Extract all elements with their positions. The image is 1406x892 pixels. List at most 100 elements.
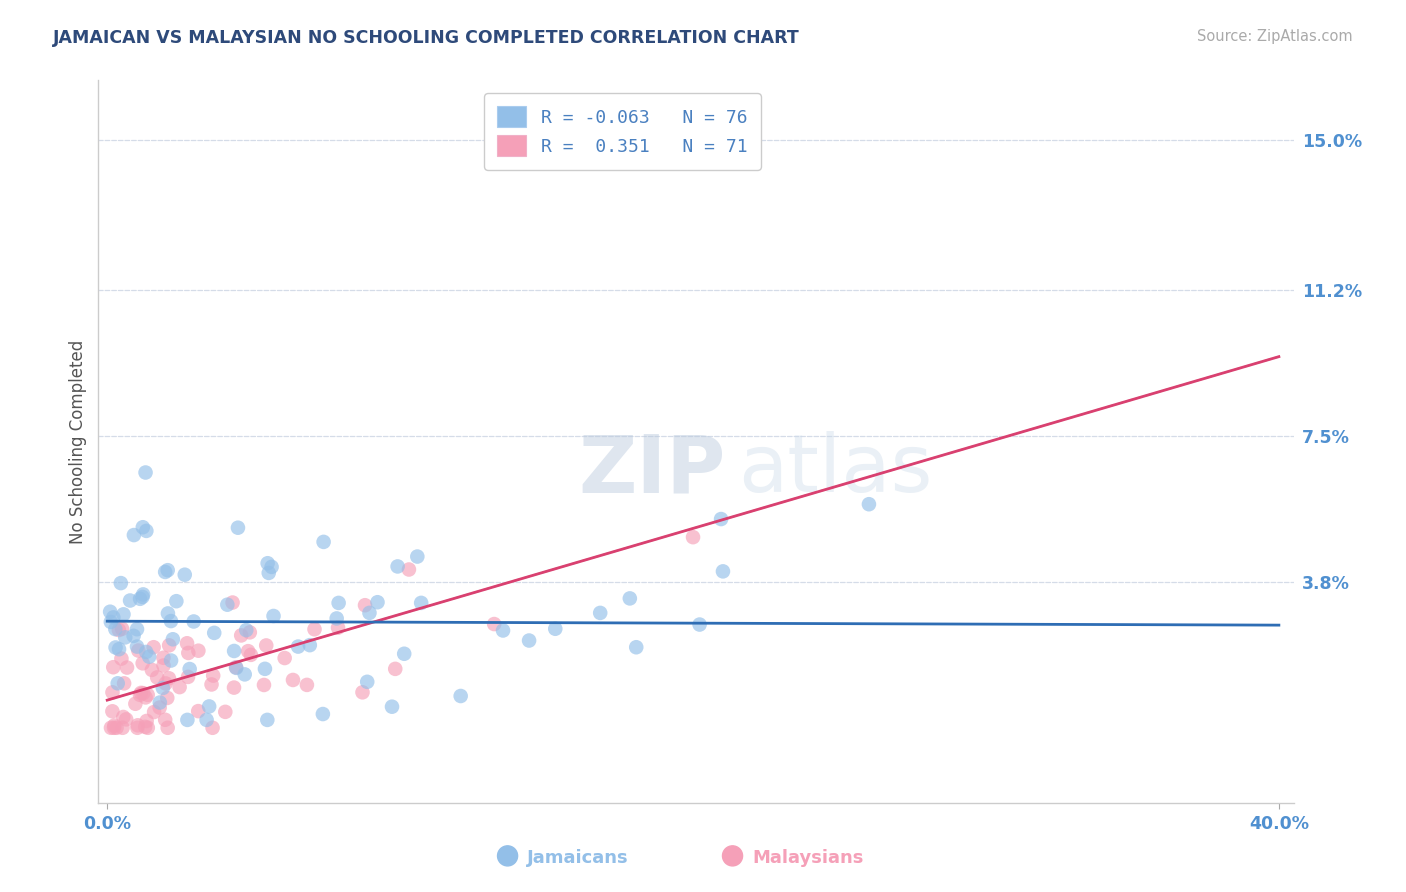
Point xyxy=(114,631,136,645)
Point xyxy=(105,721,128,735)
Point xyxy=(304,622,326,636)
Point xyxy=(176,636,198,650)
Point xyxy=(132,686,155,700)
Point xyxy=(359,606,381,620)
Point xyxy=(160,653,183,667)
Point xyxy=(122,629,145,643)
Point xyxy=(281,673,304,687)
Point xyxy=(111,721,134,735)
Point xyxy=(104,622,127,636)
Point xyxy=(589,606,612,620)
Point xyxy=(135,645,157,659)
Point xyxy=(143,705,166,719)
Point xyxy=(112,676,135,690)
Point xyxy=(132,520,155,534)
Text: Malaysians: Malaysians xyxy=(752,849,863,867)
Text: atlas: atlas xyxy=(738,432,932,509)
Point xyxy=(263,609,285,624)
Point xyxy=(103,660,125,674)
Point xyxy=(129,688,152,702)
Point xyxy=(136,721,159,735)
Point xyxy=(226,521,249,535)
Point xyxy=(149,700,172,714)
Point xyxy=(187,704,209,718)
Point xyxy=(142,640,165,655)
Point xyxy=(256,556,278,570)
Point xyxy=(233,667,256,681)
Point xyxy=(195,713,218,727)
Point xyxy=(517,633,540,648)
Point xyxy=(710,512,733,526)
Point xyxy=(239,625,262,640)
Point xyxy=(98,605,121,619)
Point xyxy=(254,639,277,653)
Point xyxy=(256,713,278,727)
Y-axis label: No Schooling Completed: No Schooling Completed xyxy=(69,340,87,543)
Point xyxy=(858,497,880,511)
Point xyxy=(384,662,406,676)
Point xyxy=(153,713,176,727)
Point xyxy=(110,576,132,591)
Point xyxy=(287,640,309,654)
Point xyxy=(120,593,142,607)
Point xyxy=(156,721,179,735)
Point xyxy=(149,696,172,710)
Point xyxy=(115,712,138,726)
Point xyxy=(152,658,174,673)
Point xyxy=(100,615,122,629)
Point xyxy=(134,720,156,734)
Point xyxy=(183,615,205,629)
Point xyxy=(135,466,157,480)
Point xyxy=(135,690,157,705)
Point xyxy=(214,705,236,719)
Point xyxy=(169,680,191,694)
Point xyxy=(298,638,321,652)
Circle shape xyxy=(723,846,742,866)
Point xyxy=(328,596,350,610)
Text: Jamaicans: Jamaicans xyxy=(527,849,628,867)
Point xyxy=(129,686,152,700)
Point xyxy=(450,689,472,703)
Point xyxy=(132,587,155,601)
Point xyxy=(131,657,153,671)
Point xyxy=(179,662,201,676)
Point xyxy=(108,642,131,657)
Point xyxy=(711,565,734,579)
Point xyxy=(111,622,134,636)
Point xyxy=(200,677,222,691)
Point xyxy=(626,640,648,655)
Point xyxy=(225,661,247,675)
Point xyxy=(156,563,179,577)
Point xyxy=(103,718,125,732)
Point xyxy=(217,598,239,612)
Point xyxy=(257,566,280,580)
Point xyxy=(152,650,174,665)
Point xyxy=(352,685,374,699)
Point xyxy=(366,595,388,609)
Point xyxy=(356,674,378,689)
Legend: R = -0.063   N = 76, R =  0.351   N = 71: R = -0.063 N = 76, R = 0.351 N = 71 xyxy=(484,93,761,169)
Point xyxy=(112,710,135,724)
Point xyxy=(392,647,415,661)
Point xyxy=(312,535,335,549)
Point xyxy=(231,628,253,642)
Point xyxy=(492,624,515,638)
Point xyxy=(201,721,224,735)
Point xyxy=(127,721,149,735)
Point xyxy=(138,649,160,664)
Point xyxy=(273,651,295,665)
Point xyxy=(104,640,127,655)
Point xyxy=(224,644,246,658)
Point xyxy=(411,596,433,610)
Point xyxy=(153,565,176,579)
Point xyxy=(202,626,225,640)
Point xyxy=(160,614,183,628)
Point xyxy=(387,559,409,574)
Point xyxy=(544,622,567,636)
Point xyxy=(157,671,180,685)
Point xyxy=(406,549,429,564)
Text: Source: ZipAtlas.com: Source: ZipAtlas.com xyxy=(1197,29,1353,44)
Point xyxy=(312,706,335,721)
Point xyxy=(122,528,145,542)
Point xyxy=(381,699,404,714)
